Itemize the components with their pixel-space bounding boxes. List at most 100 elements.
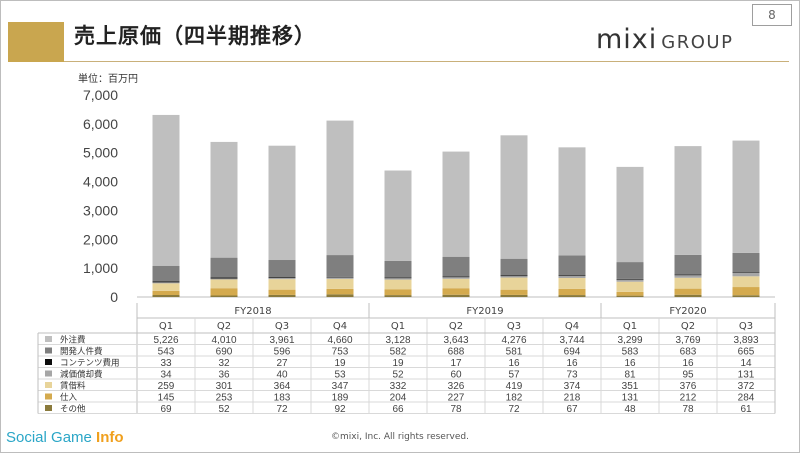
bar-segment [326, 277, 354, 279]
bar-segment [616, 278, 644, 280]
fiscal-year-label: FY2018 [234, 306, 271, 317]
bar-segment [152, 114, 180, 266]
bar-segment [326, 294, 354, 297]
bar-segment [616, 291, 644, 296]
data-label: 581 [506, 346, 523, 357]
bar-segment [732, 295, 760, 297]
data-label: 36 [218, 369, 230, 380]
mixi-group-logo: mixi GROUP [596, 24, 733, 55]
bar-segment [500, 275, 528, 278]
y-tick-label: 1,000 [83, 260, 118, 276]
bar-segment [326, 288, 354, 295]
bar-segment [558, 295, 586, 297]
data-label: 16 [682, 358, 694, 369]
bar-segment [152, 283, 180, 291]
bar-segment [674, 288, 702, 295]
bar-segment [616, 279, 644, 282]
fiscal-year-label: FY2020 [669, 306, 706, 317]
bar-segment [442, 278, 470, 289]
series-label: 外注費 [60, 335, 86, 346]
bar-segment [558, 277, 586, 289]
data-label: 16 [624, 358, 636, 369]
data-label: 78 [450, 404, 462, 415]
data-label: 227 [448, 392, 465, 403]
data-label: 52 [218, 404, 230, 415]
bar-segment [500, 258, 528, 276]
series-label: 賃借料 [60, 381, 86, 392]
data-label: 27 [276, 358, 288, 369]
page-number: 8 [752, 4, 792, 26]
bar-segment [674, 294, 702, 297]
data-label: 14 [740, 358, 752, 369]
data-label: 19 [334, 358, 346, 369]
bar-segment [616, 262, 644, 279]
data-label: 32 [218, 358, 230, 369]
bar-segment [384, 170, 412, 261]
bar-segment [616, 166, 644, 263]
data-label: 694 [564, 346, 581, 357]
data-label: 78 [682, 404, 694, 415]
unit-label: 単位：百万円 [78, 74, 138, 85]
data-label: 364 [274, 381, 291, 392]
data-label: 183 [274, 392, 291, 403]
bar-segment [326, 255, 354, 277]
data-label: 218 [564, 392, 581, 403]
bar-segment [674, 275, 702, 278]
data-label: 419 [506, 381, 523, 392]
data-label: 60 [450, 369, 462, 380]
bar-segment [384, 277, 412, 279]
data-label: 19 [392, 358, 404, 369]
data-label: 301 [216, 381, 233, 392]
data-label: 4,010 [211, 335, 236, 346]
y-tick-label: 3,000 [83, 202, 118, 218]
data-label: 347 [332, 381, 349, 392]
bar-segment [268, 260, 296, 278]
y-tick-label: 4,000 [83, 174, 118, 190]
bar-segment [500, 275, 528, 277]
bar-segment [442, 256, 470, 277]
data-label: 583 [622, 346, 639, 357]
bar-segment [210, 279, 238, 289]
bar-segment [268, 277, 296, 280]
data-label: 61 [740, 404, 752, 415]
data-label: 53 [334, 369, 346, 380]
y-tick-label: 5,000 [83, 145, 118, 161]
bar-segment [558, 147, 586, 256]
data-label: 3,299 [617, 335, 642, 346]
bar-segment [732, 252, 760, 273]
bar-segment [326, 276, 354, 278]
quarter-label: Q4 [333, 321, 347, 332]
data-label: 81 [624, 369, 636, 380]
bar-segment [384, 278, 412, 280]
data-label: 92 [334, 404, 346, 415]
quarter-label: Q3 [507, 321, 521, 332]
quarter-label: Q2 [449, 321, 463, 332]
bar-segment [442, 294, 470, 297]
bar-segment [442, 277, 470, 279]
bar-segment [210, 257, 238, 278]
data-label: 259 [158, 381, 175, 392]
data-label: 688 [448, 346, 465, 357]
watermark-social-game: Social Game [6, 429, 97, 446]
data-label: 73 [566, 369, 578, 380]
bar-segment [732, 140, 760, 253]
data-label: 665 [738, 346, 755, 357]
data-label: 212 [680, 392, 697, 403]
quarter-label: Q1 [623, 321, 637, 332]
bar-segment [732, 272, 760, 273]
bar-segment [442, 151, 470, 257]
y-tick-label: 6,000 [83, 116, 118, 132]
data-label: 543 [158, 346, 175, 357]
bar-segment [152, 281, 180, 283]
data-label: 284 [738, 392, 755, 403]
data-label: 57 [508, 369, 520, 380]
logo-group: GROUP [661, 32, 734, 53]
bar-segment [326, 278, 354, 289]
data-label: 683 [680, 346, 697, 357]
title-accent-bar [8, 22, 64, 62]
bar-segment [268, 145, 296, 261]
data-label: 326 [448, 381, 465, 392]
data-label: 72 [508, 404, 520, 415]
legend-swatch [45, 405, 52, 411]
